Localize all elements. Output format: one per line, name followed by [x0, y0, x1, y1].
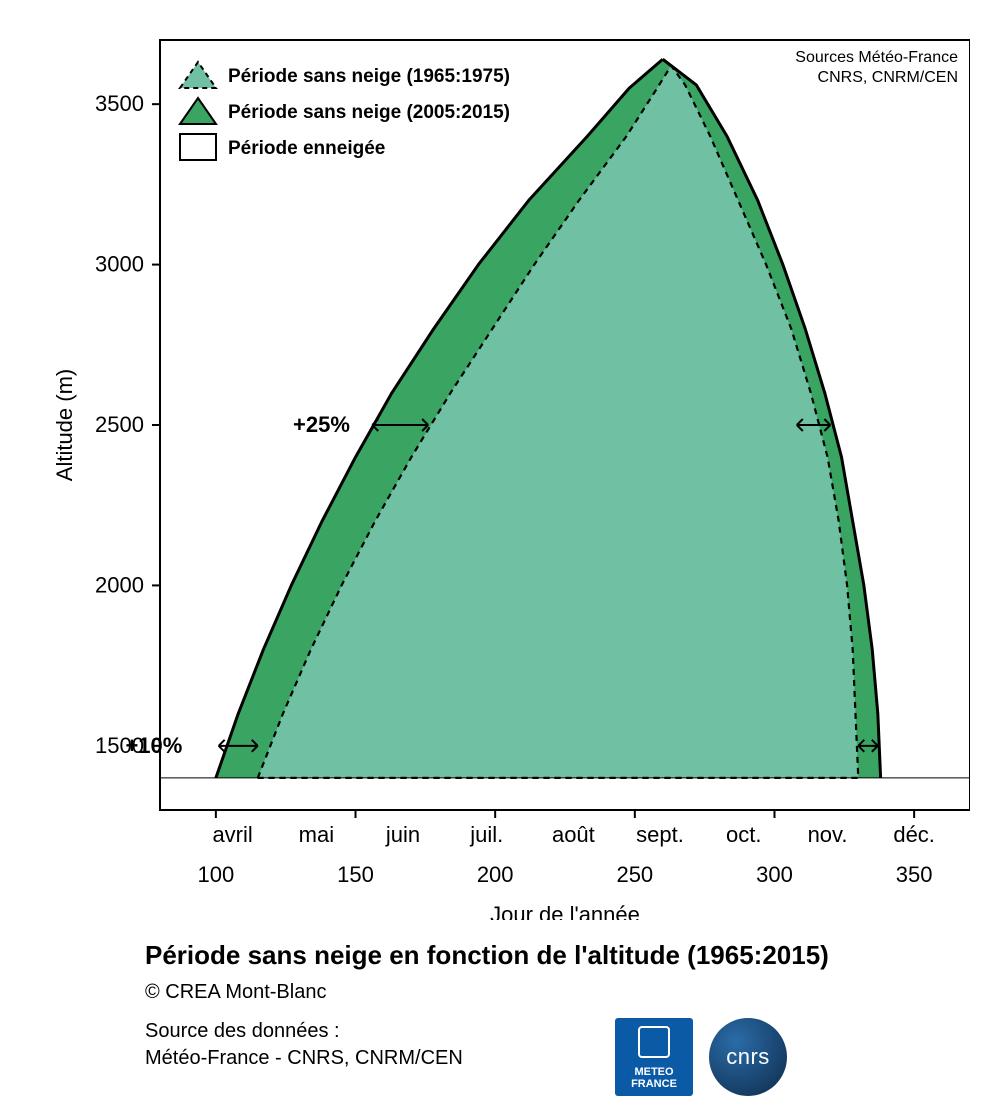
- svg-text:250: 250: [616, 862, 653, 887]
- footer-source-line: Météo-France - CNRS, CNRM/CEN: [145, 1045, 965, 1072]
- meteo-france-text: METEO FRANCE: [631, 1066, 677, 1090]
- cnrs-text: cnrs: [726, 1044, 770, 1070]
- svg-text:mai: mai: [299, 822, 334, 847]
- svg-text:2500: 2500: [95, 412, 144, 437]
- page: 15002000250030003500100150200250300350av…: [0, 0, 1000, 1116]
- svg-text:2000: 2000: [95, 572, 144, 597]
- logo-block: METEO FRANCE cnrs: [615, 1018, 787, 1096]
- meteo-france-text-2: FRANCE: [631, 1078, 677, 1090]
- svg-text:+25%: +25%: [293, 412, 350, 437]
- chart-container: 15002000250030003500100150200250300350av…: [30, 20, 970, 840]
- svg-text:sept.: sept.: [636, 822, 684, 847]
- svg-text:août: août: [552, 822, 595, 847]
- meteo-france-logo: METEO FRANCE: [615, 1018, 693, 1096]
- svg-text:oct.: oct.: [726, 822, 761, 847]
- svg-text:3000: 3000: [95, 252, 144, 277]
- svg-text:350: 350: [896, 862, 933, 887]
- svg-text:Période enneigée: Période enneigée: [228, 138, 385, 159]
- svg-text:Sources Météo-France: Sources Météo-France: [795, 49, 958, 66]
- footer-source-heading: Source des données :: [145, 1018, 965, 1045]
- svg-text:Période sans neige (1965:1975): Période sans neige (1965:1975): [228, 66, 510, 87]
- svg-text:Période sans neige (2005:2015): Période sans neige (2005:2015): [228, 102, 510, 123]
- svg-text:nov.: nov.: [808, 822, 848, 847]
- svg-text:300: 300: [756, 862, 793, 887]
- meteo-france-icon: [638, 1026, 670, 1058]
- svg-text:200: 200: [477, 862, 514, 887]
- svg-text:150: 150: [337, 862, 374, 887]
- cnrs-logo: cnrs: [709, 1018, 787, 1096]
- svg-text:+10%: +10%: [125, 733, 182, 758]
- svg-text:Jour de l'année: Jour de l'année: [490, 902, 640, 920]
- footer: Période sans neige en fonction de l'alti…: [145, 940, 965, 1072]
- svg-text:déc.: déc.: [893, 822, 935, 847]
- svg-text:juil.: juil.: [469, 822, 503, 847]
- svg-text:3500: 3500: [95, 91, 144, 116]
- chart-svg: 15002000250030003500100150200250300350av…: [30, 20, 970, 920]
- svg-text:juin: juin: [385, 822, 420, 847]
- footer-title: Période sans neige en fonction de l'alti…: [145, 940, 965, 971]
- svg-text:100: 100: [198, 862, 235, 887]
- svg-text:avril: avril: [212, 822, 252, 847]
- svg-text:CNRS, CNRM/CEN: CNRS, CNRM/CEN: [818, 69, 958, 86]
- footer-copyright: © CREA Mont-Blanc: [145, 981, 965, 1004]
- svg-text:Altitude (m): Altitude (m): [52, 369, 77, 481]
- meteo-france-text-1: METEO: [634, 1066, 673, 1078]
